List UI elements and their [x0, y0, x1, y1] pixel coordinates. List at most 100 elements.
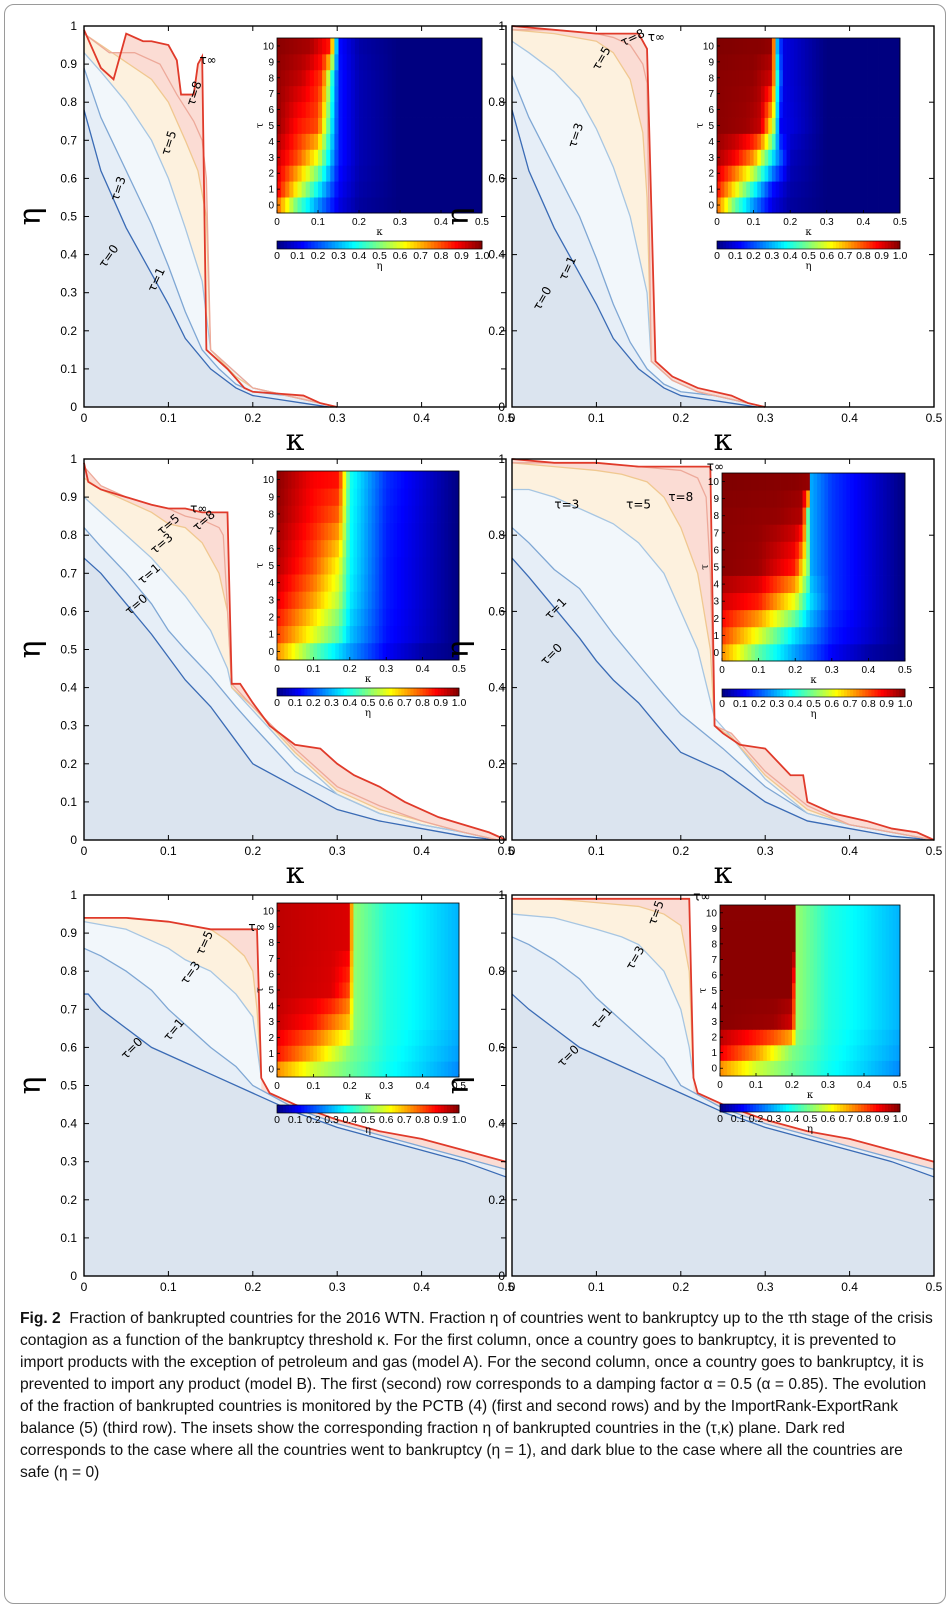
heatmap-cell — [353, 625, 358, 644]
heatmap-cell — [389, 625, 394, 644]
heatmap-cell — [327, 488, 332, 506]
colorbar-segment — [430, 241, 435, 249]
heatmap-cell — [444, 505, 449, 523]
heatmap-cell — [331, 488, 336, 506]
heatmap-cell — [429, 1013, 434, 1030]
heatmap-cell — [757, 133, 762, 150]
heatmap-cell — [375, 608, 380, 627]
heatmap-cell — [793, 117, 798, 134]
x-tick-label: 0.4 — [841, 1280, 858, 1294]
heatmap-cell — [317, 556, 322, 575]
heatmap-cell — [776, 575, 781, 594]
heatmap-cell — [784, 541, 789, 559]
heatmap-cell — [771, 197, 776, 214]
heatmap-cell — [799, 1044, 804, 1061]
heatmap-cell — [378, 522, 383, 541]
heatmap-cell — [850, 609, 855, 628]
heatmap-cell — [404, 149, 409, 166]
heatmap-cell — [317, 1029, 322, 1046]
heatmap-cell — [317, 505, 322, 523]
heatmap-cell — [859, 69, 864, 87]
colorbar-segment — [310, 1105, 314, 1113]
x-tick-label: 0.3 — [757, 844, 774, 858]
colorbar-segment — [831, 689, 836, 697]
heatmap-cell — [896, 181, 901, 198]
heatmap-cell — [313, 1061, 318, 1078]
heatmap-cell — [360, 574, 365, 592]
heatmap-cell — [404, 997, 409, 1015]
heatmap-cell — [293, 133, 298, 150]
y-tick-label: 0.8 — [488, 528, 505, 542]
heatmap-cell — [335, 1013, 340, 1030]
heatmap-cell — [408, 488, 413, 506]
heatmap-cell — [393, 918, 398, 936]
heatmap-cell — [400, 1013, 405, 1030]
colorbar-segment — [277, 688, 281, 696]
heatmap-cell — [393, 966, 398, 983]
heatmap-cell — [745, 920, 750, 937]
colorbar-segment — [355, 1105, 360, 1113]
heatmap-cell — [408, 934, 413, 951]
heatmap-cell — [894, 643, 899, 662]
heatmap-cell — [383, 133, 389, 150]
heatmap-cell — [859, 197, 864, 214]
heatmap-cell — [792, 920, 796, 937]
heatmap-cell — [828, 982, 832, 999]
colorbar-segment — [781, 241, 785, 249]
heatmap-cell — [883, 592, 888, 611]
heatmap-cell — [741, 951, 746, 968]
inset-x-tick-label: 0 — [274, 664, 280, 675]
heatmap-cell — [400, 165, 405, 182]
heatmap-cell — [455, 522, 460, 541]
x-tick-label: 0.3 — [757, 411, 774, 425]
heatmap-cell — [404, 950, 409, 967]
heatmap-cell — [436, 133, 442, 150]
heatmap-cell — [820, 626, 825, 645]
heatmap-cell — [326, 38, 331, 55]
heatmap-cell — [723, 951, 728, 968]
heatmap-cell — [415, 1029, 420, 1046]
heatmap-cell — [760, 133, 765, 150]
heatmap-cell — [346, 997, 351, 1015]
heatmap-cell — [896, 149, 901, 166]
heatmap-cell — [349, 625, 354, 644]
heatmap-cell — [280, 522, 285, 541]
heatmap-cell — [820, 998, 825, 1015]
heatmap-cell — [885, 951, 890, 968]
heatmap-cell — [901, 643, 906, 662]
colorbar-segment — [423, 241, 428, 249]
heatmap-cell — [901, 490, 906, 508]
heatmap-cell — [295, 903, 300, 920]
inset-y-tick-label: 10 — [703, 41, 715, 52]
heatmap-cell — [301, 165, 307, 182]
heatmap-cell — [799, 936, 804, 953]
y-tick-label: 0.5 — [60, 210, 77, 224]
heatmap-cell — [324, 625, 329, 644]
heatmap-cell — [826, 53, 831, 71]
heatmap-cell — [289, 197, 294, 214]
heatmap-cell — [415, 1013, 420, 1030]
heatmap-cell — [367, 149, 372, 166]
colorbar-segment — [722, 689, 726, 697]
heatmap-cell — [404, 918, 409, 936]
series-line-τ=3 — [83, 921, 262, 1078]
caption-text: Fraction of bankrupted countries for the… — [20, 1310, 933, 1481]
heatmap-cell — [295, 642, 300, 661]
heatmap-cell — [284, 918, 289, 936]
heatmap-cell — [400, 556, 405, 575]
heatmap-cell — [451, 591, 456, 609]
heatmap-cell — [354, 85, 360, 103]
heatmap-cell — [306, 556, 311, 575]
heatmap-cell — [874, 38, 879, 55]
inset-x-tick-label: 0.4 — [857, 1080, 871, 1091]
inset-y-tick-label: 9 — [268, 57, 274, 68]
heatmap-cell — [363, 133, 368, 150]
heatmap-cell — [395, 101, 401, 118]
heatmap-cell — [853, 541, 858, 559]
heatmap-cell — [451, 471, 456, 489]
heatmap-cell — [428, 38, 434, 55]
heatmap-cell — [892, 117, 897, 134]
heatmap-cell — [287, 539, 292, 558]
y-tick-label: 0.8 — [60, 964, 77, 978]
heatmap-cell — [357, 522, 362, 541]
